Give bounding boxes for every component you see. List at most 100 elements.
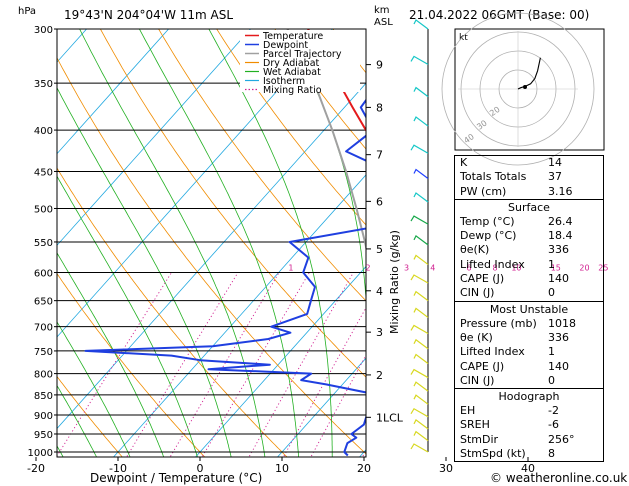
pressure-tick-label: 750 xyxy=(34,347,53,358)
index-value: 140 xyxy=(548,272,569,286)
legend-label-temperature: Temperature xyxy=(262,31,323,42)
mixing-ratio-label: 6 xyxy=(466,264,471,273)
mixing-ratio-line xyxy=(169,272,280,457)
pressure-tick-label: 800 xyxy=(34,370,53,381)
wind-barb xyxy=(410,407,429,418)
pressure-tick-label: 700 xyxy=(34,323,53,334)
index-label: StmSpd (kt) xyxy=(460,447,526,461)
index-label: CIN (J) xyxy=(460,373,495,387)
wet-adiabat-line xyxy=(138,29,299,457)
index-label: K xyxy=(460,156,468,169)
km-tick-label: 8 xyxy=(376,101,383,114)
wind-barb xyxy=(410,55,429,65)
mixing-ratio-label: 4 xyxy=(430,264,435,273)
mixing-ratio-line xyxy=(361,449,366,457)
wind-barb xyxy=(413,381,429,392)
x-tick-label: -20 xyxy=(27,462,45,475)
dry-adiabat-line xyxy=(274,29,366,150)
surface-row: Temp (°C) 26.4 xyxy=(455,215,603,229)
index-value: 37 xyxy=(548,170,562,184)
km-tick-label: 4 xyxy=(376,285,383,298)
pressure-tick-label: 600 xyxy=(34,269,53,280)
index-label: SREH xyxy=(460,418,490,432)
parcel-trajectory-profile xyxy=(286,29,366,252)
dry-adiabat-line xyxy=(57,167,288,457)
km-tick-label: 5 xyxy=(376,243,383,256)
index-value: 0 xyxy=(548,373,555,387)
x-tick-label: 20 xyxy=(357,462,371,475)
wind-barbs xyxy=(410,19,429,453)
index-value: 3.16 xyxy=(548,184,573,198)
wind-barb xyxy=(413,254,429,265)
wet-adiabat-line xyxy=(57,384,98,457)
surface-block: Surface Temp (°C) 26.4 Dewp (°C) 18.4 θe(K… xyxy=(454,199,604,302)
index-value: 336 xyxy=(548,243,569,257)
dry-adiabat-line xyxy=(57,272,206,457)
surface-row: CAPE (J) 140 xyxy=(455,272,603,286)
mixing-ratio-line xyxy=(201,272,310,457)
wind-barb xyxy=(410,274,429,284)
index-label: Temp (°C) xyxy=(460,214,515,228)
hodograph-title: Hodograph xyxy=(498,390,560,404)
km-tick-label: 6 xyxy=(376,195,383,208)
wet-adiabat-line xyxy=(57,87,232,457)
dry-adiabat-line xyxy=(57,375,123,457)
x-tick-label: 10 xyxy=(275,462,289,475)
x-tick-label: 30 xyxy=(439,462,453,475)
wind-barb xyxy=(413,430,429,442)
index-value: 18.4 xyxy=(548,229,573,243)
mixing-ratio-line xyxy=(310,354,366,457)
wind-barb xyxy=(413,168,429,179)
index-label: Lifted Index xyxy=(460,345,525,359)
mixing-ratio-label: 10 xyxy=(511,264,521,273)
background-grid xyxy=(0,17,366,469)
unstable-row: Lifted Index 1 xyxy=(455,345,603,359)
mixing-ratio-line xyxy=(248,272,354,457)
location-title: 19°43'N 204°04'W 11m ASL xyxy=(64,8,233,22)
km-tick-label: 3 xyxy=(376,326,383,339)
legend-label-dewpoint: Dewpoint xyxy=(263,40,308,51)
km-tick-label: 2 xyxy=(376,369,383,382)
wind-barb xyxy=(410,443,429,453)
isotherm-line xyxy=(112,174,366,457)
index-value: 0 xyxy=(548,286,555,300)
surface-row: Dewp (°C) 18.4 xyxy=(455,229,603,243)
surface-row: θe(K) 336 xyxy=(455,243,603,257)
wind-barb xyxy=(410,368,429,379)
index-label: CAPE (J) xyxy=(460,272,505,286)
wind-barb xyxy=(410,324,429,334)
mixing-ratio-label: 15 xyxy=(551,264,561,273)
unstable-row: Pressure (mb) 1018 xyxy=(455,317,603,331)
isotherm-line xyxy=(276,357,366,457)
index-value: -6 xyxy=(548,418,559,432)
pressure-tick-label: 550 xyxy=(34,238,53,249)
surface-row: Lifted Index 1 xyxy=(455,258,603,272)
index-value: 336 xyxy=(548,330,569,344)
x-tick-label: 0 xyxy=(197,462,204,475)
wet-adiabat-line xyxy=(57,175,198,457)
wet-adiabat-line xyxy=(57,321,131,457)
hodograph-row: EH -2 xyxy=(455,404,603,418)
dry-adiabat-line xyxy=(57,57,366,455)
wet-adiabat-line xyxy=(79,29,266,457)
wet-adiabat-line xyxy=(0,17,4,469)
wind-barb xyxy=(413,338,429,350)
pressure-tick-label: 650 xyxy=(34,297,53,308)
index-value: 256° xyxy=(548,432,575,446)
index-label: θe(K) xyxy=(460,243,490,257)
mixing-ratio-axis-label: Mixing Ratio (g/kg) xyxy=(388,230,401,334)
km-tick-label: 1LCL xyxy=(376,411,404,424)
hodograph-trace xyxy=(517,57,541,90)
unstable-row: θe (K) 336 xyxy=(455,331,603,345)
index-label: PW (cm) xyxy=(460,184,507,198)
asl-label: ASL xyxy=(374,17,393,28)
wind-barb xyxy=(413,290,429,302)
surface-title: Surface xyxy=(508,200,550,214)
index-value: 1018 xyxy=(548,316,576,330)
wet-adiabat-line xyxy=(208,29,333,457)
index-value: 14 xyxy=(548,156,562,169)
wind-barb xyxy=(413,192,429,203)
